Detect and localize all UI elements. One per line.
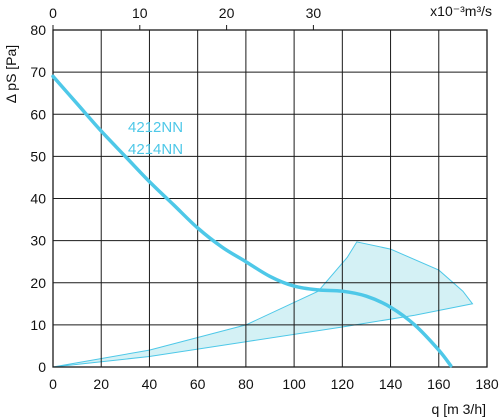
x-tick-label-60: 60: [190, 376, 206, 392]
y-tick-label-70: 70: [30, 64, 46, 80]
x2-tick-label-0: 0: [49, 5, 57, 21]
x2-tick-label-30: 30: [306, 5, 322, 21]
curve-layer: [51, 74, 453, 368]
operating-region: [52, 241, 474, 368]
x-tick-label-100: 100: [282, 376, 306, 392]
y-tick-label-30: 30: [30, 233, 46, 249]
y-tick-label-80: 80: [30, 22, 46, 38]
series-line-4212nn-4214nn: [51, 74, 453, 368]
series-label-4214nn: 4214NN: [128, 141, 183, 158]
plot-frame: [52, 29, 488, 368]
x-tick-label-20: 20: [93, 376, 109, 392]
y-tick-label-60: 60: [30, 106, 46, 122]
y-tick-label-50: 50: [30, 148, 46, 164]
x-tick-label-180: 180: [475, 376, 499, 392]
x-axis-label: q [m 3/h]: [432, 401, 486, 417]
x2-tick-label-10: 10: [132, 5, 148, 21]
x-tick-label-0: 0: [49, 376, 57, 392]
series-label-4212nn: 4212NN: [128, 119, 183, 136]
x-tick-label-140: 140: [379, 376, 403, 392]
grid-layer: [52, 25, 488, 368]
operating-region-layer: [52, 241, 474, 368]
x-tick-label-160: 160: [427, 376, 451, 392]
x-tick-label-120: 120: [331, 376, 355, 392]
x2-axis-label: x10⁻³m³/s: [430, 3, 492, 19]
x-tick-label-80: 80: [238, 376, 254, 392]
x-tick-label-40: 40: [142, 376, 158, 392]
y-tick-label-0: 0: [38, 359, 46, 375]
y-tick-label-20: 20: [30, 275, 46, 291]
y-tick-label-10: 10: [30, 317, 46, 333]
y-axis-label: Δ pS [Pa]: [3, 45, 19, 103]
tick-labels-layer: 0 20 40 60 80 100 120 140 160 1800102030405060708…: [30, 5, 498, 392]
y-tick-label-40: 40: [30, 191, 46, 207]
x2-tick-label-20: 20: [219, 5, 235, 21]
